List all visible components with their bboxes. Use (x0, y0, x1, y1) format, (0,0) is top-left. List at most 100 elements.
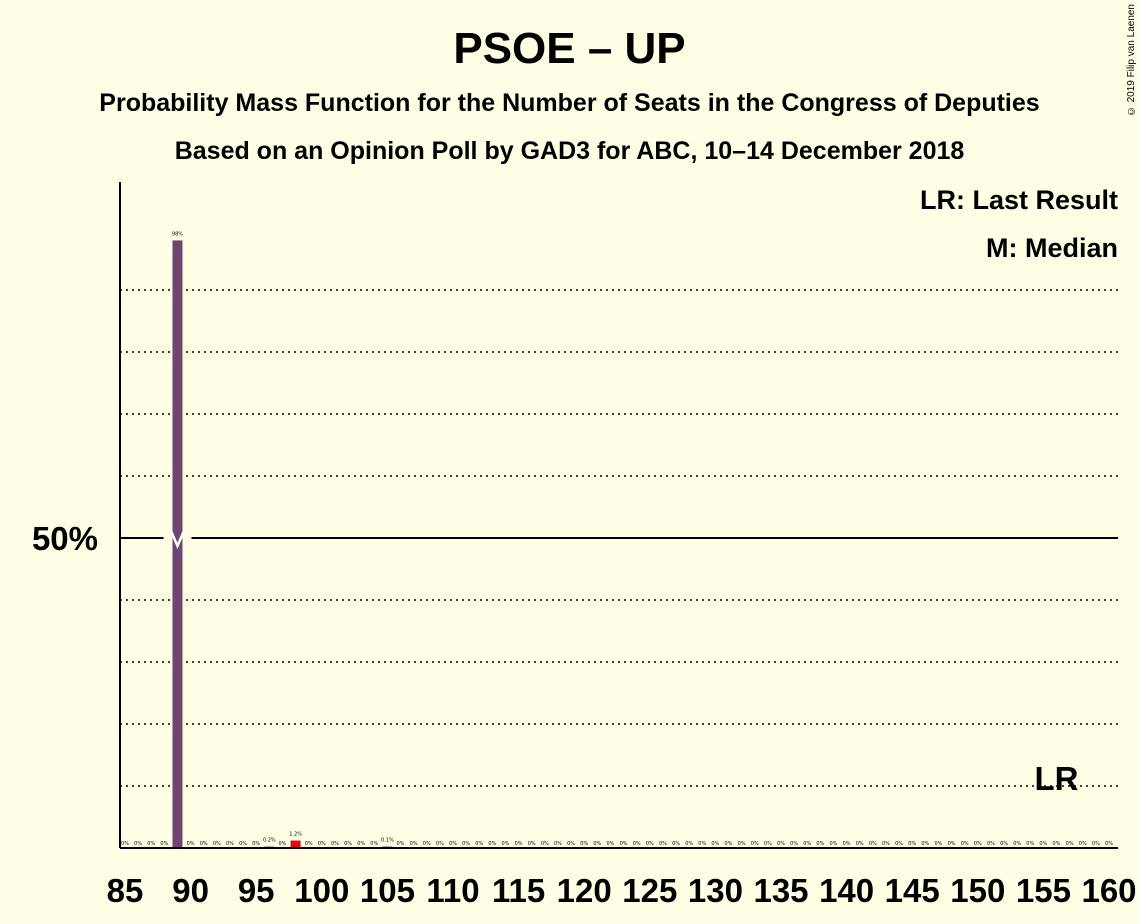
x-tick-label-105: 105 (360, 872, 415, 909)
data-label-seat-91: 0% (200, 841, 208, 847)
data-label-seat-126: 0% (659, 841, 667, 847)
data-label-seat-101: 0% (331, 841, 339, 847)
data-label-seat-122: 0% (606, 841, 614, 847)
data-label-seat-85: 0% (121, 841, 129, 847)
data-label-seat-104: 0% (370, 841, 378, 847)
data-label-seat-132: 0% (738, 841, 746, 847)
data-label-seat-88: 0% (160, 841, 168, 847)
data-label-seat-154: 0% (1026, 841, 1034, 847)
data-label-seat-86: 0% (134, 841, 142, 847)
data-label-seat-103: 0% (357, 841, 365, 847)
last-result-label: LR (1035, 760, 1079, 797)
data-label-seat-139: 0% (830, 841, 838, 847)
data-label-seat-87: 0% (147, 841, 155, 847)
data-label-seat-98: 1.2% (289, 832, 302, 838)
data-label-seat-96: 0.2% (263, 838, 276, 844)
data-label-seat-137: 0% (803, 841, 811, 847)
data-label-seat-111: 0% (462, 841, 470, 847)
x-tick-label-130: 130 (688, 872, 743, 909)
x-tick-label-120: 120 (557, 872, 612, 909)
data-label-seat-109: 0% (436, 841, 444, 847)
x-tick-label-125: 125 (622, 872, 677, 909)
data-label-seat-114: 0% (502, 841, 510, 847)
data-label-seat-143: 0% (882, 841, 890, 847)
data-label-seat-151: 0% (987, 841, 995, 847)
data-label-seat-146: 0% (921, 841, 929, 847)
data-label-seat-107: 0% (410, 841, 418, 847)
x-tick-label-155: 155 (1016, 872, 1071, 909)
legend-median: M: Median (986, 233, 1118, 263)
bar-seat-98 (290, 840, 301, 848)
x-tick-label-115: 115 (492, 872, 545, 909)
data-label-seat-102: 0% (344, 841, 352, 847)
x-tick-label-150: 150 (950, 872, 1005, 909)
data-label-seat-106: 0% (397, 841, 405, 847)
data-label-seat-158: 0% (1079, 841, 1087, 847)
data-label-seat-115: 0% (515, 841, 523, 847)
legend-last-result: LR: Last Result (919, 185, 1118, 215)
chart-subtitle: Probability Mass Function for the Number… (99, 89, 1040, 117)
median-marker (170, 531, 185, 550)
data-label-seat-155: 0% (1039, 841, 1047, 847)
data-label-seat-128: 0% (685, 841, 693, 847)
data-label-seat-100: 0% (318, 841, 326, 847)
data-label-seat-133: 0% (751, 841, 759, 847)
data-label-seat-134: 0% (764, 841, 772, 847)
data-label-seat-97: 0% (278, 841, 286, 847)
x-tick-label-90: 90 (172, 872, 209, 909)
data-label-seat-113: 0% (488, 841, 496, 847)
data-label-seat-105: 0.1% (381, 838, 394, 844)
data-label-seat-140: 0% (843, 841, 851, 847)
data-label-seat-147: 0% (934, 841, 942, 847)
data-label-seat-99: 0% (305, 841, 313, 847)
data-label-seat-127: 0% (672, 841, 680, 847)
data-label-seat-135: 0% (777, 841, 785, 847)
data-label-seat-125: 0% (646, 841, 654, 847)
data-label-seat-108: 0% (423, 841, 431, 847)
data-label-seat-90: 0% (187, 841, 195, 847)
data-label-seat-131: 0% (725, 841, 733, 847)
data-label-seat-145: 0% (908, 841, 916, 847)
data-label-seat-95: 0% (252, 841, 260, 847)
x-tick-label-95: 95 (238, 872, 275, 909)
data-label-seat-157: 0% (1066, 841, 1074, 847)
data-label-seat-94: 0% (239, 841, 247, 847)
chart-title: PSOE – UP (453, 24, 686, 73)
data-label-seat-110: 0% (449, 841, 457, 847)
x-tick-label-135: 135 (753, 872, 808, 909)
data-label-seat-138: 0% (816, 841, 824, 847)
data-label-seat-93: 0% (226, 841, 234, 847)
data-label-seat-89: 98% (172, 231, 183, 237)
data-label-seat-136: 0% (790, 841, 798, 847)
x-tick-label-145: 145 (885, 872, 940, 909)
y-tick-label-50: 50% (32, 520, 98, 557)
data-label-seat-120: 0% (580, 841, 588, 847)
data-label-seat-156: 0% (1053, 841, 1061, 847)
data-label-seat-150: 0% (974, 841, 982, 847)
data-label-seat-160: 0% (1105, 841, 1113, 847)
x-tick-label-160: 160 (1081, 872, 1136, 909)
data-label-seat-144: 0% (895, 841, 903, 847)
data-label-seat-92: 0% (213, 841, 221, 847)
data-label-seat-148: 0% (948, 841, 956, 847)
x-tick-label-110: 110 (426, 872, 479, 909)
x-tick-label-85: 85 (107, 872, 144, 909)
data-label-seat-149: 0% (961, 841, 969, 847)
data-label-seat-159: 0% (1092, 841, 1100, 847)
data-label-seat-141: 0% (856, 841, 864, 847)
data-label-seat-118: 0% (554, 841, 562, 847)
data-label-seat-117: 0% (541, 841, 549, 847)
data-label-seat-116: 0% (528, 841, 536, 847)
data-label-seat-153: 0% (1013, 841, 1021, 847)
x-tick-label-140: 140 (819, 872, 874, 909)
data-label-seat-119: 0% (567, 841, 575, 847)
x-tick-label-100: 100 (294, 872, 349, 909)
chart-subtitle-source: Based on an Opinion Poll by GAD3 for ABC… (174, 137, 965, 165)
data-label-seat-123: 0% (620, 841, 628, 847)
data-label-seat-152: 0% (1000, 841, 1008, 847)
data-label-seat-121: 0% (593, 841, 601, 847)
data-label-seat-112: 0% (475, 841, 483, 847)
data-label-seat-130: 0% (711, 841, 719, 847)
data-label-seat-124: 0% (633, 841, 641, 847)
